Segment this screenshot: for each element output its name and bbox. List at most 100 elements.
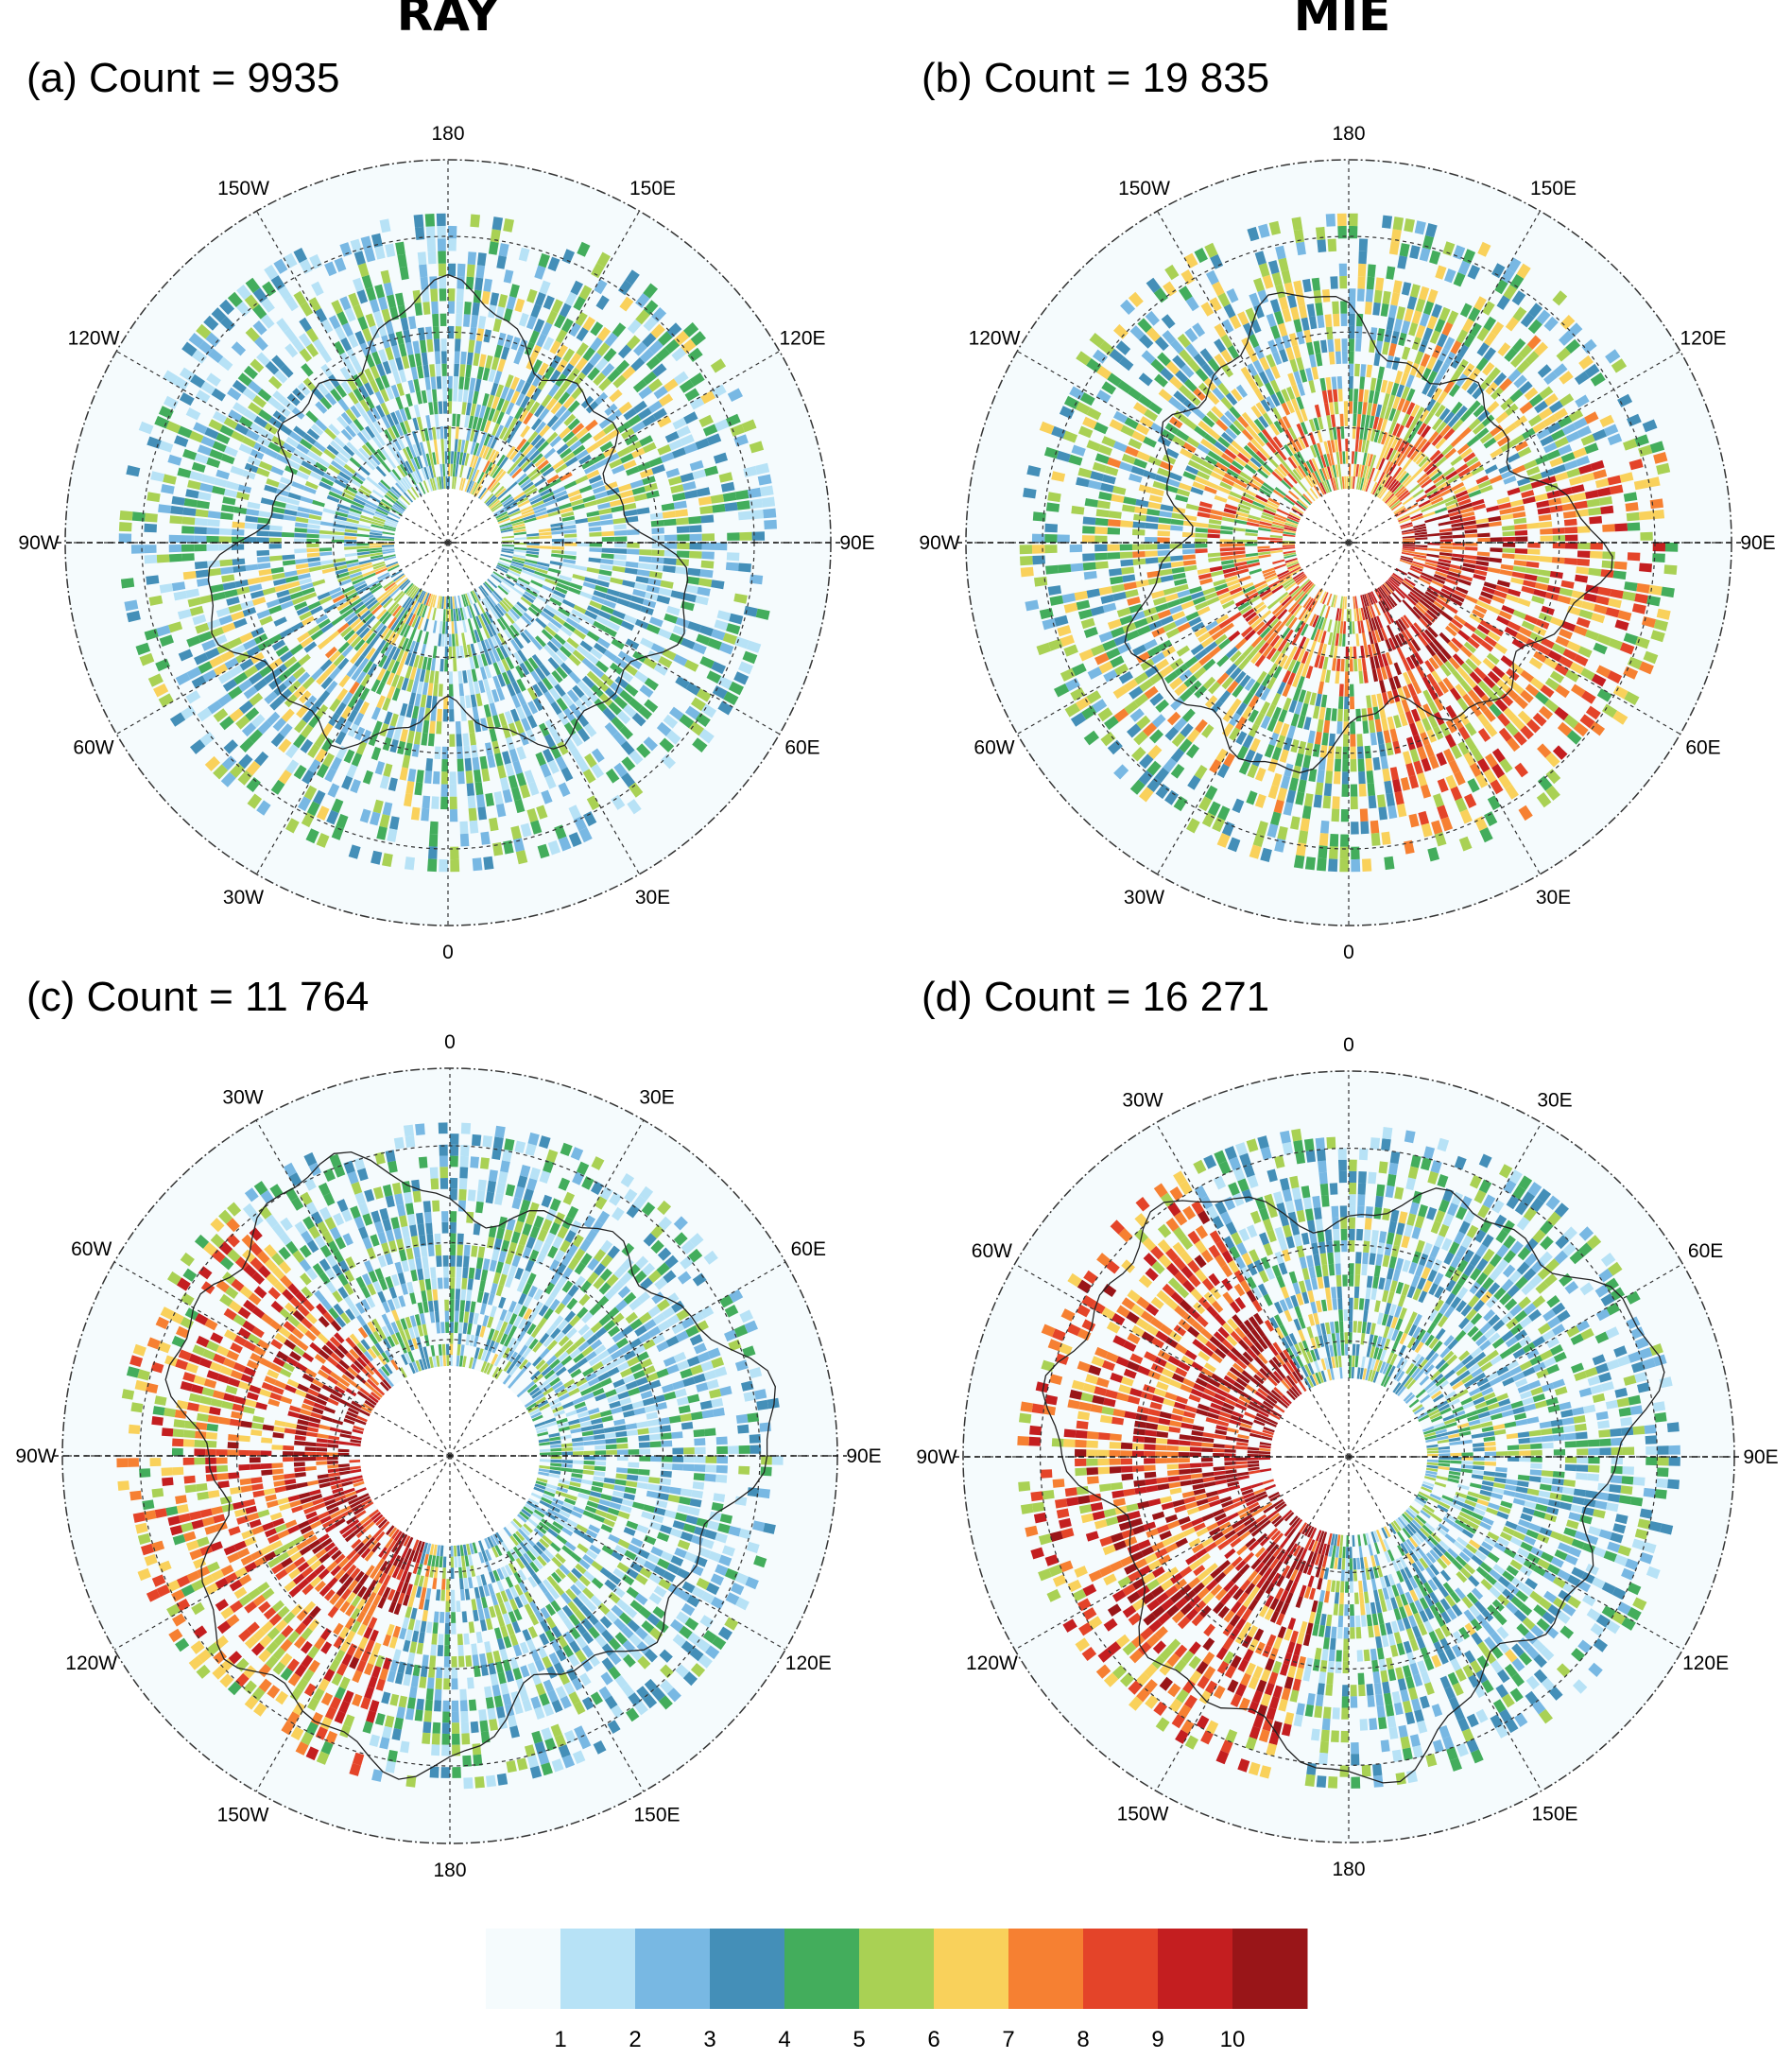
- heatmap-cell: [354, 494, 368, 503]
- heatmap-cell: [506, 445, 516, 459]
- heatmap-cell: [519, 784, 531, 799]
- heatmap-cell: [120, 578, 135, 589]
- heatmap-cell: [531, 453, 543, 464]
- heatmap-cell: [204, 427, 219, 440]
- heatmap-cell: [692, 737, 708, 753]
- heatmap-cell: [1107, 552, 1121, 560]
- heatmap-cell: [357, 527, 370, 532]
- heatmap-cell: [544, 719, 557, 734]
- heatmap-cell: [428, 834, 439, 847]
- heatmap-cell: [315, 307, 328, 323]
- heatmap-cell: [265, 360, 280, 375]
- heatmap-cell: [496, 687, 506, 701]
- heatmap-cell: [514, 537, 527, 541]
- heatmap-cell: [391, 424, 401, 439]
- heatmap-cell: [324, 663, 337, 676]
- heatmap-cell: [341, 585, 355, 594]
- heatmap-cell: [502, 724, 511, 739]
- heatmap-cell: [399, 422, 408, 435]
- heatmap-cell: [337, 575, 351, 583]
- heatmap-cell: [267, 396, 282, 409]
- heatmap-cell: [489, 817, 499, 832]
- heatmap-cell: [492, 675, 501, 689]
- heatmap-cell: [648, 339, 663, 355]
- heatmap-cell: [345, 408, 357, 422]
- heatmap-cell: [583, 723, 597, 737]
- heatmap-cell: [627, 543, 640, 548]
- heatmap-cell: [439, 659, 444, 672]
- heatmap-cell: [207, 519, 220, 528]
- heatmap-cell: [576, 645, 590, 657]
- heatmap-cell: [593, 590, 607, 599]
- heatmap-cell: [320, 476, 335, 487]
- heatmap-cell: [356, 548, 370, 553]
- heatmap-cell: [374, 567, 388, 575]
- heatmap-cell: [331, 615, 344, 626]
- heatmap-cell: [400, 650, 408, 665]
- heatmap-cell: [315, 401, 328, 414]
- heatmap-cell: [383, 554, 396, 559]
- heatmap-cell: [256, 800, 271, 816]
- heatmap-cell: [356, 431, 369, 444]
- heatmap-cell: [508, 510, 522, 518]
- heatmap-cell: [333, 456, 346, 467]
- heatmap-cell: [340, 705, 353, 719]
- heatmap-cell: [1577, 558, 1590, 566]
- heatmap-cell: [470, 694, 477, 708]
- heatmap-cell: [1564, 558, 1577, 565]
- heatmap-cell: [486, 624, 494, 638]
- heatmap-cell: [303, 455, 318, 466]
- heatmap-cell: [681, 338, 697, 355]
- heatmap-cell: [362, 509, 375, 516]
- heatmap-cell: [571, 423, 585, 435]
- heatmap-cell: [217, 693, 233, 707]
- heatmap-cell: [591, 595, 605, 604]
- heatmap-cell: [470, 441, 476, 455]
- heatmap-cell: [625, 434, 639, 446]
- heatmap-cell: [367, 663, 378, 677]
- heatmap-cell: [291, 337, 305, 353]
- heatmap-cell: [1119, 551, 1133, 559]
- heatmap-cell: [440, 351, 447, 364]
- heatmap-cell: [423, 466, 430, 480]
- heatmap-cell: [512, 554, 526, 559]
- heatmap-cell: [223, 489, 238, 498]
- heatmap-cell: [536, 513, 549, 520]
- heatmap-cell: [191, 349, 207, 364]
- heatmap-cell: [480, 653, 489, 666]
- heatmap-cell: [463, 440, 470, 454]
- heatmap-cell: [268, 531, 283, 537]
- heatmap-cell: [194, 453, 209, 464]
- heatmap-cell: [475, 693, 483, 707]
- heatmap-cell: [610, 577, 624, 585]
- heatmap-cell: [760, 485, 774, 497]
- heatmap-cell: [550, 522, 563, 528]
- heatmap-cell: [438, 251, 446, 264]
- heatmap-cell: [424, 669, 430, 683]
- heatmap-cell: [331, 535, 345, 540]
- heatmap-cell: [525, 398, 536, 412]
- heatmap-cell: [453, 375, 459, 389]
- heatmap-cell: [604, 332, 618, 347]
- heatmap-cell: [442, 609, 446, 622]
- heatmap-cell: [456, 301, 464, 315]
- heatmap-cell: [370, 552, 383, 557]
- heatmap-cell: [534, 570, 547, 578]
- heatmap-cell: [527, 585, 541, 595]
- heatmap-cell: [577, 758, 590, 773]
- heatmap-cell: [264, 691, 278, 704]
- heatmap-cell: [686, 576, 700, 585]
- heatmap-cell: [1195, 532, 1208, 538]
- heatmap-cell: [448, 451, 451, 464]
- heatmap-cell: [458, 452, 464, 465]
- heatmap-cell: [568, 613, 582, 624]
- heatmap-cell: [581, 675, 595, 689]
- heatmap-cell: [556, 649, 568, 662]
- heatmap-cell: [590, 648, 603, 660]
- heatmap-cell: [463, 314, 471, 327]
- heatmap-cell: [496, 454, 506, 467]
- heatmap-cell: [473, 429, 480, 443]
- heatmap-cell: [370, 325, 380, 339]
- heatmap-cell: [547, 759, 560, 774]
- heatmap-cell: [339, 495, 353, 504]
